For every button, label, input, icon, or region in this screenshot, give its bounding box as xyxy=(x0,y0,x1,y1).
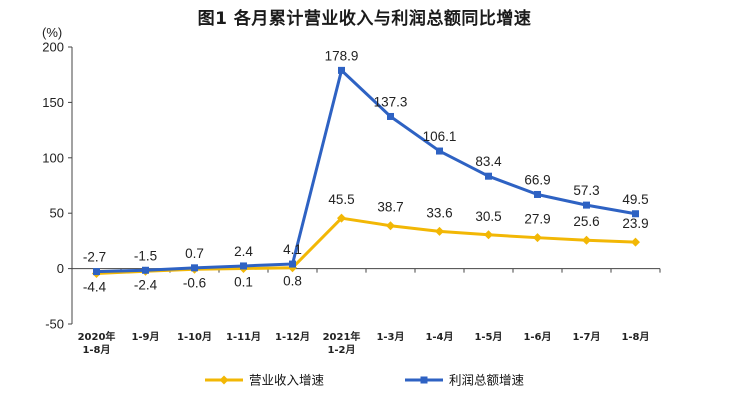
x-tick-label: 1-8月 xyxy=(621,331,649,343)
series-2-data-label: 178.9 xyxy=(325,48,359,63)
series-2-data-label: 137.3 xyxy=(374,94,408,109)
y-tick-label: -50 xyxy=(45,317,64,332)
series-2-point xyxy=(142,266,149,274)
series-2-data-label: 0.7 xyxy=(185,246,204,261)
series-2-point xyxy=(289,260,296,268)
series-1-data-label: -4.4 xyxy=(83,279,107,294)
series-1-point xyxy=(386,221,395,231)
series-1-point xyxy=(484,230,493,240)
series-line-1 xyxy=(96,216,636,275)
x-tick-label: 1-2月 xyxy=(327,344,355,356)
series-2-point xyxy=(583,201,590,209)
series-1-point xyxy=(582,235,591,245)
x-tick-label: 1-12月 xyxy=(275,331,310,343)
series-2-data-label: 2.4 xyxy=(234,244,253,259)
series-1-data-label: 27.9 xyxy=(524,212,550,227)
series-1-data-label: -2.4 xyxy=(134,277,158,292)
series-2-point xyxy=(191,264,198,272)
x-tick-label: 1-11月 xyxy=(226,331,261,343)
series-line-2 xyxy=(96,68,636,274)
series-1-point xyxy=(435,226,444,236)
series-2-data-label: 57.3 xyxy=(573,183,599,198)
chart-title: 图1 各月累计营业收入与利润总额同比增速 xyxy=(197,9,532,29)
series-2-point xyxy=(534,190,541,198)
y-tick-label: 200 xyxy=(42,40,64,55)
x-tick-label: 1-7月 xyxy=(572,331,600,343)
legend-label: 利润总额增速 xyxy=(449,373,525,388)
series-1-point xyxy=(337,213,346,223)
series-2-point xyxy=(338,66,345,74)
series-1-point xyxy=(631,237,640,247)
series-2-point xyxy=(485,172,492,180)
series-1-data-label: 38.7 xyxy=(377,200,403,215)
series-1-data-label: 30.5 xyxy=(475,209,501,224)
chart-legend: 营业收入增速 利润总额增速 xyxy=(205,373,525,388)
series-1-data-label: 45.5 xyxy=(328,192,354,207)
y-tick-label: 150 xyxy=(42,95,64,110)
y-tick-label: 50 xyxy=(50,206,64,221)
x-tick-label: 1-9月 xyxy=(131,331,159,343)
series-1-data-label: 23.9 xyxy=(622,216,648,231)
series-1-data-label: 25.6 xyxy=(573,214,599,229)
series-1-data-label: 0.8 xyxy=(283,274,302,289)
series-2-data-label: -2.7 xyxy=(83,250,106,265)
series-1-data-label: 33.6 xyxy=(426,205,452,220)
series-2-data-label: -1.5 xyxy=(134,248,157,263)
series-2-data-label: 49.5 xyxy=(622,192,648,207)
chart-lines xyxy=(92,66,640,278)
series-1-data-label: 0.1 xyxy=(234,274,253,289)
chart-data-labels: -4.4 -2.4 -0.6 0.1 0.8 45.5 38.7 33.6 30.5 27.9 25… xyxy=(83,48,649,294)
x-tick-label: 1-4月 xyxy=(425,331,453,343)
series-2-point xyxy=(93,268,100,276)
series-2-point xyxy=(387,112,394,120)
x-tick-label: 1-10月 xyxy=(177,331,212,343)
series-1-data-label: -0.6 xyxy=(183,275,206,290)
x-tick-label: 1-6月 xyxy=(523,331,551,343)
x-tick-label: 2021年 xyxy=(323,330,361,343)
series-2-data-label: 106.1 xyxy=(423,129,457,144)
series-2-point xyxy=(240,262,247,270)
y-axis-unit: (%) xyxy=(42,25,62,40)
series-2-point xyxy=(436,147,443,155)
series-2-data-label: 66.9 xyxy=(524,172,550,187)
x-tick-label: 1-3月 xyxy=(376,331,404,343)
series-2-data-label: 4.1 xyxy=(283,242,302,257)
x-tick-label: 2020年 xyxy=(78,330,116,343)
x-tick-label: 1-8月 xyxy=(82,344,110,356)
x-tick-label: 1-5月 xyxy=(474,331,502,343)
legend-label: 营业收入增速 xyxy=(249,373,325,388)
legend-swatch-marker xyxy=(420,376,428,384)
series-1-point xyxy=(533,233,542,243)
series-2-data-label: 83.4 xyxy=(475,154,502,169)
series-2-point xyxy=(632,210,639,218)
y-tick-label: 0 xyxy=(57,261,64,276)
legend-swatch-marker xyxy=(219,375,229,385)
y-tick-label: 100 xyxy=(42,150,64,165)
